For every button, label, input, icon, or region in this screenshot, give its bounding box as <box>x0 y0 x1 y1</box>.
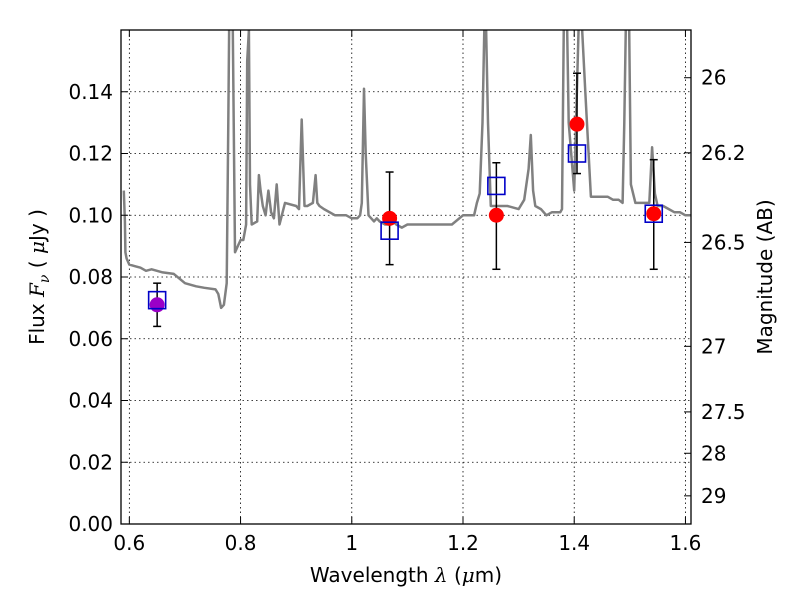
x-tick-label: 1 <box>345 531 358 555</box>
model-flux-square <box>147 290 167 310</box>
y2-tick-label: 26 <box>701 66 726 90</box>
model-spectrum-line <box>122 30 691 310</box>
y-tick-label: 0.08 <box>68 265 113 289</box>
y2-tick-label: 29 <box>701 484 726 508</box>
y-tick-label: 0.10 <box>68 203 113 227</box>
ticks: 0.6 0.8 1 1.2 1.4 1.6 0.00 0.02 0.04 0.06 0.08 0.10… <box>68 30 746 555</box>
grid <box>121 30 691 525</box>
photometry-point <box>149 297 165 313</box>
photometry-point <box>488 207 504 223</box>
photometry-point <box>646 206 662 222</box>
y2-tick-label: 27.5 <box>701 400 746 424</box>
photometry-point <box>569 116 585 132</box>
model-flux-square <box>644 204 664 224</box>
model-flux-square <box>567 144 587 163</box>
y2-tick-label: 28 <box>701 441 726 465</box>
y2-axis-label: Magnitude (AB) <box>753 199 777 354</box>
plot-area <box>122 30 691 328</box>
x-tick-label: 1.6 <box>670 531 702 555</box>
y-tick-label: 0.04 <box>68 389 113 413</box>
y2-tick-label: 26.5 <box>701 230 746 254</box>
y-axis-label: Flux Fν ( μJy ) <box>25 209 53 345</box>
x-axis-label: Wavelength λ (μm) <box>310 563 502 587</box>
model-flux-square <box>380 221 399 240</box>
x-tick-label: 1.2 <box>447 531 479 555</box>
y-tick-label: 0.06 <box>68 327 113 351</box>
photometry-point <box>382 210 398 226</box>
y2-tick-label: 26.2 <box>701 141 746 165</box>
x-tick-label: 1.4 <box>558 531 590 555</box>
y-tick-label: 0.14 <box>68 80 113 104</box>
y-tick-label: 0.00 <box>68 512 113 536</box>
x-tick-label: 0.8 <box>225 531 257 555</box>
y-tick-label: 0.12 <box>68 142 113 166</box>
y2-tick-label: 27 <box>701 334 726 358</box>
y-tick-label: 0.02 <box>68 450 113 474</box>
model-flux-square <box>487 176 506 196</box>
x-tick-label: 0.6 <box>113 531 145 555</box>
